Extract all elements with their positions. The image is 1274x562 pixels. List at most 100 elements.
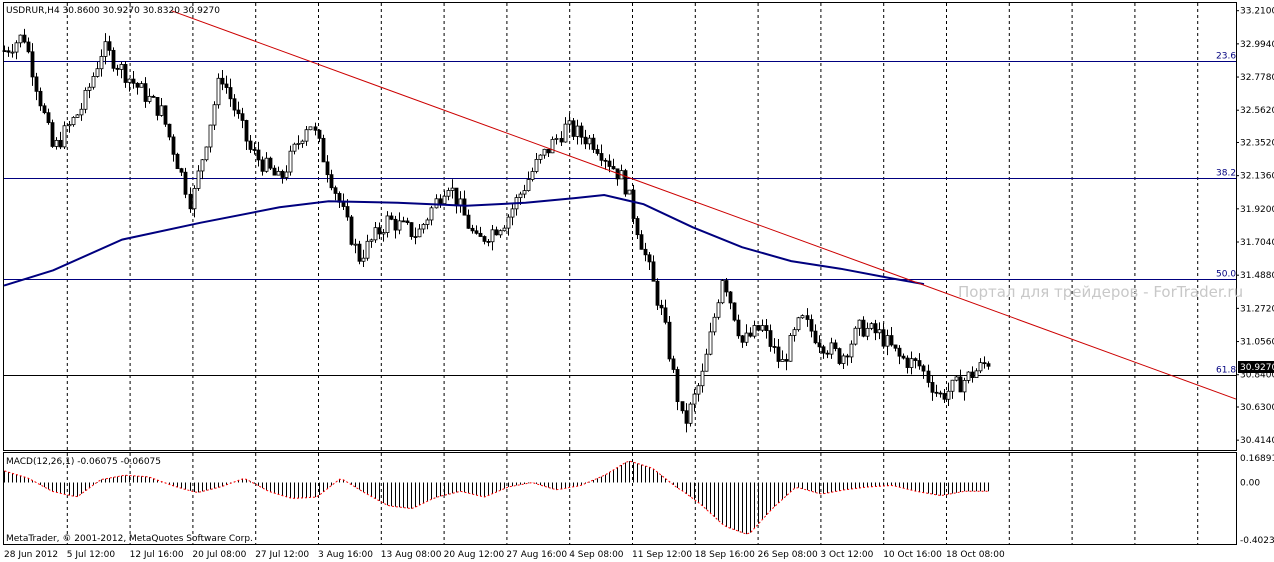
candle-body — [280, 170, 285, 178]
candle-body — [123, 64, 128, 83]
candle-body — [91, 76, 96, 88]
candle-body — [83, 90, 88, 110]
candle-body — [450, 187, 455, 191]
candle-body — [647, 254, 652, 263]
candle-body — [26, 41, 31, 53]
x-tick-label: 26 Sep 08:00 — [758, 550, 818, 560]
candle-body — [506, 216, 511, 229]
candle-body — [716, 302, 721, 318]
candle-body — [559, 137, 564, 143]
candle-body — [680, 401, 685, 412]
y-tick-label: 30.6300 — [1240, 403, 1274, 413]
candle-body — [913, 358, 918, 361]
x-tick-label: 10 Oct 16:00 — [883, 550, 942, 560]
candle-body — [341, 201, 346, 207]
candle-body — [905, 357, 910, 368]
candle-body — [147, 95, 152, 102]
candle-body — [276, 170, 281, 176]
candle-body — [829, 342, 834, 355]
x-tick-label: 27 Jul 12:00 — [255, 550, 309, 560]
candle-body — [244, 120, 249, 142]
candle-body — [478, 232, 483, 237]
candle-body — [127, 78, 132, 83]
candle-body — [361, 257, 366, 262]
candle-body — [611, 166, 616, 170]
candle-body — [438, 198, 443, 205]
candle-body — [115, 67, 120, 70]
candle-body — [417, 228, 422, 238]
candle-body — [167, 123, 172, 138]
candle-body — [62, 125, 67, 148]
candle-body — [752, 325, 757, 337]
candle-body — [240, 113, 245, 121]
candle-body — [329, 174, 334, 189]
candle-body — [288, 150, 293, 173]
candle-body — [631, 189, 636, 219]
candle-body — [159, 105, 164, 116]
candle-body — [728, 291, 733, 304]
candle-body — [538, 154, 543, 160]
y-tick-label: 32.5620 — [1240, 106, 1274, 116]
candle-body — [579, 125, 584, 138]
y-tick-label: 32.7780 — [1240, 73, 1274, 83]
candle-body — [974, 370, 979, 378]
candle-body — [805, 315, 810, 320]
candle-body — [885, 335, 890, 347]
candle-body — [667, 321, 672, 360]
candle-body — [401, 220, 406, 223]
candle-body — [917, 360, 922, 367]
candle-body — [736, 319, 741, 337]
candle-body — [978, 362, 983, 372]
x-tick-label: 3 Aug 16:00 — [318, 550, 373, 560]
candle-body — [518, 193, 523, 199]
y-tick-label: 32.9940 — [1240, 40, 1274, 50]
candle-body — [304, 129, 309, 142]
macd-tick-label: 0.00 — [1240, 479, 1260, 489]
candle-body — [659, 304, 664, 309]
candle-body — [34, 76, 39, 92]
candle-body — [486, 241, 491, 243]
candle-body — [413, 236, 418, 238]
y-tick-label: 31.9200 — [1240, 205, 1274, 215]
candle-body — [720, 280, 725, 304]
candle-body — [982, 362, 987, 365]
candle-body — [897, 347, 902, 357]
candle-body — [930, 382, 935, 393]
candle-body — [696, 385, 701, 395]
candle-body — [692, 393, 697, 405]
candle-body — [232, 98, 237, 111]
candle-body — [780, 359, 785, 362]
candle-body — [688, 403, 693, 424]
candle-body — [800, 315, 805, 319]
candle-body — [901, 355, 906, 359]
candle-body — [796, 317, 801, 331]
y-tick-label: 33.2100 — [1240, 7, 1274, 17]
y-tick-label: 32.1360 — [1240, 172, 1274, 182]
candle-body — [893, 344, 898, 349]
candle-body — [131, 78, 136, 84]
candle-body — [591, 137, 596, 150]
candle-body — [75, 114, 80, 118]
candle-body — [958, 376, 963, 393]
candle-body — [671, 358, 676, 370]
candle-body — [200, 159, 205, 172]
candle-body — [970, 371, 975, 378]
candle-body — [498, 230, 503, 236]
candle-body — [784, 359, 789, 362]
candle-body — [655, 280, 660, 306]
candle-body — [712, 316, 717, 333]
candle-body — [38, 90, 43, 107]
x-tick-label: 18 Sep 16:00 — [695, 550, 755, 560]
candle-body — [889, 335, 894, 346]
candle-body — [228, 87, 233, 100]
candle-body — [196, 170, 201, 189]
candlestick-series — [2, 28, 991, 433]
candle-body — [821, 346, 826, 354]
x-tick-label: 20 Jul 08:00 — [192, 550, 246, 560]
candle-body — [643, 248, 648, 256]
x-tick-label: 27 Aug 16:00 — [506, 550, 567, 560]
candle-body — [950, 379, 955, 392]
candle-body — [296, 143, 301, 145]
candle-body — [732, 302, 737, 321]
candle-body — [325, 161, 330, 176]
